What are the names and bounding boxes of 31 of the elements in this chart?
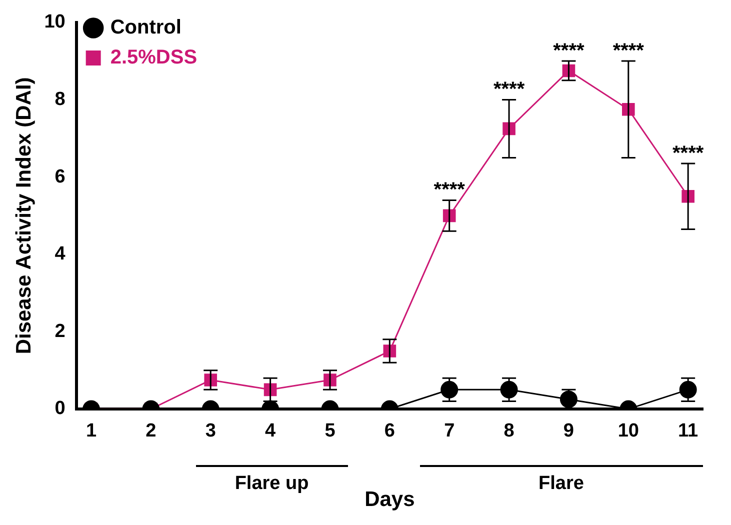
y-tick-label: 4 [54,244,66,265]
point [679,380,697,398]
annotation: **** [672,142,704,165]
x-tick-label: 7 [444,420,455,442]
x-tick-label: 1 [86,420,97,442]
x-tick-label: 8 [504,420,514,442]
annotation: **** [493,78,525,101]
point [500,380,518,398]
annotation: **** [612,40,644,62]
x-tick-label: 9 [563,420,574,442]
y-tick-label: 8 [54,88,66,110]
x-tick-label: 5 [324,420,336,442]
x-tick-label: 2 [146,420,156,442]
annotation: **** [553,40,584,62]
x-tick-label: 10 [618,420,639,442]
text: Flare [538,473,584,495]
x-tick-label: 6 [384,420,395,442]
legend-label: 2.5%DSS [110,46,198,69]
legend-label: Control [110,16,182,39]
x-tick-label: 4 [265,420,276,442]
x-tick-label: 3 [205,420,216,442]
annotation: **** [434,179,466,202]
y-tick-label: 6 [54,166,66,188]
y-tick-label: 2 [54,320,66,342]
point [440,380,458,398]
y-tick-label: 0 [54,398,66,420]
x-axis-title: Days [364,488,415,512]
text: Flare up [234,473,309,495]
y-tick-label: 10 [44,12,66,33]
x-tick-label: 11 [678,420,699,442]
y-axis-title: Disease Activity Index (DAI) [12,77,36,354]
